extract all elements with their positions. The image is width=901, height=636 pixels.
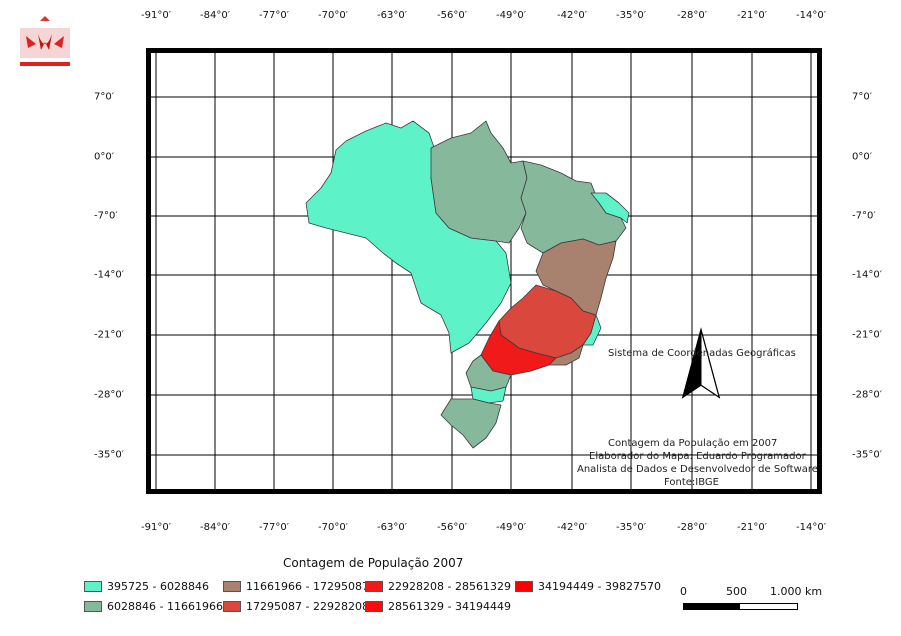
lat-label: -14°0′: [94, 269, 124, 281]
region-espirito-santo: [582, 314, 602, 346]
lon-label: -77°0′: [259, 522, 289, 533]
lat-label: -35°0′: [94, 449, 124, 461]
lon-label: -35°0′: [616, 522, 646, 533]
lon-label: -28°0′: [677, 10, 707, 21]
lon-label: -56°0′: [437, 522, 467, 533]
legend-swatch: [223, 600, 241, 612]
legend-label: 22928208 - 28561329: [388, 579, 511, 593]
credit-title: Contagem da População em 2007: [608, 438, 778, 449]
lat-label: -28°0′: [852, 389, 882, 401]
legend-item: 17295087 - 22928208: [223, 599, 369, 613]
lat-label: 7°0′: [852, 91, 872, 103]
legend-label: 395725 - 6028846: [107, 579, 209, 593]
lat-label: -7°0′: [94, 210, 118, 222]
lon-label: -28°0′: [677, 522, 707, 533]
legend-item: 34194449 - 39827570: [515, 579, 661, 593]
legend-swatch: [223, 580, 241, 592]
lat-label: -21°0′: [852, 329, 882, 341]
legend-label: 6028846 - 11661966: [107, 599, 223, 613]
scale-bar: [683, 603, 798, 610]
legend-swatch: [365, 600, 383, 612]
lon-label: -70°0′: [318, 522, 348, 533]
lon-label: -42°0′: [557, 10, 587, 21]
legend-item: 6028846 - 11661966: [84, 599, 223, 613]
legend-label: 28561329 - 34194449: [388, 599, 511, 613]
logo: [16, 14, 74, 70]
lon-label: -91°0′: [141, 10, 171, 21]
legend-item: 395725 - 6028846: [84, 579, 209, 593]
scale-label-500: 500: [726, 585, 747, 598]
legend-swatch: [84, 600, 102, 612]
lon-label: -14°0′: [796, 10, 826, 21]
legend-swatch: [84, 580, 102, 592]
lon-label: -49°0′: [496, 522, 526, 533]
scale-label-1000: 1.000 km: [770, 585, 823, 598]
lat-label: -14°0′: [852, 269, 882, 281]
credit-source: Fonte:IBGE: [664, 477, 719, 488]
region-north-west: [305, 120, 512, 354]
legend-swatch: [515, 580, 533, 592]
region-rio: [548, 344, 584, 366]
lon-label: -84°0′: [200, 522, 230, 533]
lat-label: -35°0′: [852, 449, 882, 461]
lat-label: -28°0′: [94, 389, 124, 401]
lon-label: -21°0′: [737, 10, 767, 21]
legend-item: 22928208 - 28561329: [365, 579, 511, 593]
map-frame: [146, 48, 822, 494]
lon-label: -21°0′: [737, 522, 767, 533]
legend-label: 34194449 - 39827570: [538, 579, 661, 593]
lon-label: -42°0′: [557, 522, 587, 533]
map-canvas: [151, 53, 817, 489]
north-arrow-icon: [681, 327, 721, 399]
lon-label: -77°0′: [259, 10, 289, 21]
credit-author: Elaborador do Mapa: Eduardo Programador: [589, 451, 806, 462]
legend-item: 28561329 - 34194449: [365, 599, 511, 613]
lat-label: -7°0′: [852, 210, 876, 222]
legend-label: 17295087 - 22928208: [246, 599, 369, 613]
lon-label: -14°0′: [796, 522, 826, 533]
lon-label: -91°0′: [141, 522, 171, 533]
lon-label: -35°0′: [616, 10, 646, 21]
lon-label: -56°0′: [437, 10, 467, 21]
region-sao-paulo: [480, 320, 557, 376]
lon-label: -70°0′: [318, 10, 348, 21]
region-northeast-b: [590, 192, 630, 224]
scale-label-0: 0: [680, 585, 687, 598]
lat-label: 7°0′: [94, 91, 114, 103]
region-rio-grande-do-sul: [440, 398, 502, 449]
lon-label: -63°0′: [377, 10, 407, 21]
legend-swatch: [365, 580, 383, 592]
legend-label: 11661966 - 17295087: [246, 579, 369, 593]
lat-label: -21°0′: [94, 329, 124, 341]
lon-label: -63°0′: [377, 522, 407, 533]
brazil-states: [305, 120, 630, 449]
legend-item: 11661966 - 17295087: [223, 579, 369, 593]
lat-label: 0°0′: [94, 151, 114, 163]
lon-label: -49°0′: [496, 10, 526, 21]
legend-title: Contagem de População 2007: [283, 556, 464, 570]
crs-label: Sistema de Coordenadas Geográficas: [608, 348, 796, 359]
region-bahia: [535, 238, 617, 316]
lon-label: -84°0′: [200, 10, 230, 21]
credit-role: Analista de Dados e Desenvolvedor de Sof…: [577, 464, 818, 475]
lat-label: 0°0′: [852, 151, 872, 163]
